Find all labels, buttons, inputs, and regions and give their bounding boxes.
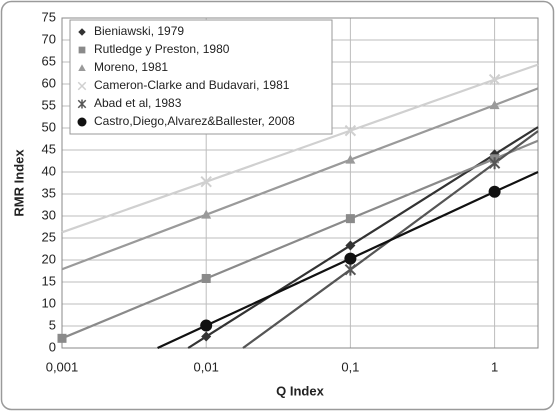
- y-axis-label: RMR Index: [11, 149, 26, 217]
- y-tick-label: 35: [42, 185, 56, 200]
- marker: [489, 100, 500, 110]
- y-tick-label: 50: [42, 119, 56, 134]
- marker: [488, 73, 501, 86]
- marker: [344, 252, 357, 265]
- marker: [488, 157, 501, 170]
- legend-box: [69, 19, 333, 135]
- legend-icon: [77, 117, 87, 127]
- series-line: [242, 130, 539, 349]
- y-tick-label: 70: [42, 31, 56, 46]
- x-tick-label: 0,001: [46, 359, 79, 374]
- y-tick-label: 10: [42, 295, 56, 310]
- y-tick-label: 30: [42, 207, 56, 222]
- marker: [77, 81, 87, 91]
- marker: [77, 117, 87, 127]
- legend-label: Cameron-Clarke and Budavari, 1981: [94, 78, 290, 92]
- legend-icon: [78, 64, 86, 71]
- legend-icon: [77, 81, 87, 91]
- legend-icon: [77, 99, 87, 109]
- y-tick-label: 45: [42, 141, 56, 156]
- marker: [344, 124, 357, 137]
- marker: [345, 214, 355, 224]
- marker: [200, 319, 213, 332]
- y-tick-label: 40: [42, 163, 56, 178]
- y-tick-label: 20: [42, 251, 56, 266]
- y-tick-label: 75: [42, 9, 56, 24]
- x-tick-label: 0,01: [194, 359, 219, 374]
- marker: [77, 99, 87, 109]
- marker: [345, 154, 356, 164]
- legend-label: Bieniawski, 1979: [94, 24, 184, 38]
- y-tick-label: 65: [42, 53, 56, 68]
- marker: [78, 28, 86, 36]
- y-tick-label: 0: [49, 339, 56, 354]
- plot-border: [61, 17, 539, 349]
- legend-label: Moreno, 1981: [94, 60, 168, 74]
- x-axis-label: Q Index: [276, 383, 324, 398]
- y-tick-label: 60: [42, 75, 56, 90]
- legend-label: Castro,Diego,Alvarez&Ballester, 2008: [94, 114, 295, 128]
- y-tick-label: 5: [49, 317, 56, 332]
- y-tick-label: 25: [42, 229, 56, 244]
- legend: Bieniawski, 1979 Rutledge y Preston, 1980…: [69, 19, 333, 135]
- legend-label: Rutledge y Preston, 1980: [94, 42, 230, 56]
- marker: [488, 185, 501, 198]
- marker: [344, 263, 357, 276]
- y-tick-label: 15: [42, 273, 56, 288]
- marker: [201, 331, 212, 342]
- marker: [201, 209, 212, 219]
- marker: [78, 64, 86, 71]
- y-tick-label: 55: [42, 97, 56, 112]
- marker: [78, 46, 86, 54]
- x-tick-label: 0,1: [341, 359, 359, 374]
- legend-label: Abad et al, 1983: [94, 96, 182, 110]
- legend-icon: [78, 46, 86, 54]
- marker: [345, 240, 356, 251]
- legend-icon: [78, 28, 86, 36]
- marker: [57, 333, 67, 343]
- marker: [200, 175, 212, 188]
- marker: [201, 273, 211, 283]
- x-tick-label: 1: [491, 359, 498, 374]
